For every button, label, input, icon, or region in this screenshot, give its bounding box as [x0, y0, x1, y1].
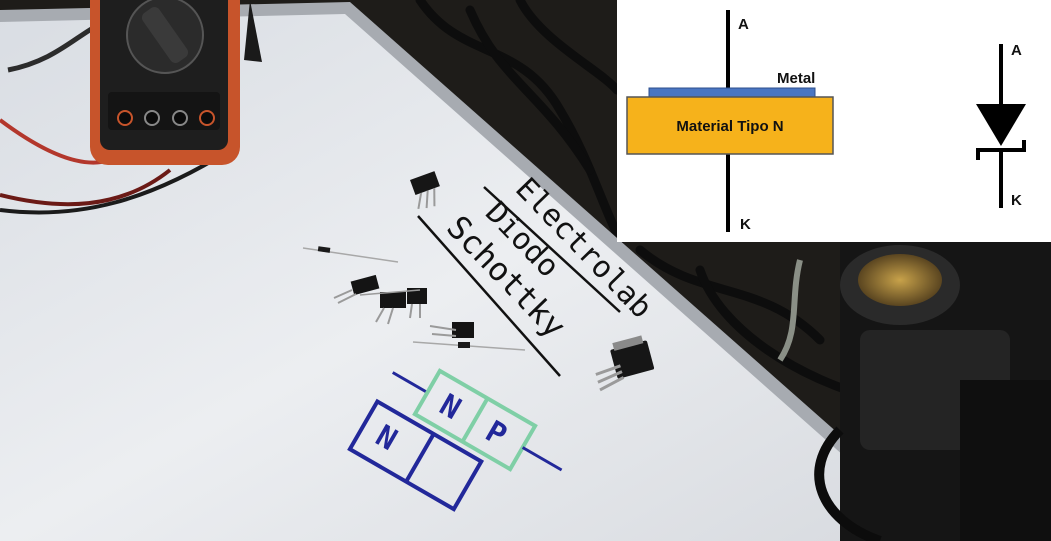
diode-triangle [976, 104, 1026, 146]
schottky-diagram-svg: Material Tipo N Metal A K A K [626, 10, 1026, 233]
background-cables [415, 0, 885, 405]
to220-transistor [410, 171, 440, 210]
label-cathode-left: K [740, 216, 751, 233]
axial-diode [317, 246, 331, 253]
soldering-station [840, 240, 1051, 541]
title-underline-1 [483, 186, 621, 313]
label-metal: Metal [777, 70, 815, 87]
probe-cable [814, 426, 882, 541]
component-cluster [333, 274, 427, 325]
label-cathode-symbol: K [1011, 192, 1022, 209]
electronic-components [302, 171, 655, 392]
metal-layer [648, 87, 816, 98]
label-anode-symbol: A [1011, 42, 1022, 59]
label-material-tipo-n: Material Tipo N [676, 118, 783, 135]
to220-lower [412, 322, 526, 351]
multimeter [0, 0, 262, 215]
solder-tin [858, 254, 942, 306]
title-underline-2 [417, 215, 561, 377]
to247-power-device [595, 335, 655, 392]
label-anode-left: A [738, 16, 749, 33]
n-type-material-block [626, 96, 834, 155]
probe-lead [777, 259, 803, 362]
schottky-diagram-inset: Material Tipo N Metal A K A K [617, 0, 1051, 242]
schottky-diode-symbol [976, 44, 1026, 208]
